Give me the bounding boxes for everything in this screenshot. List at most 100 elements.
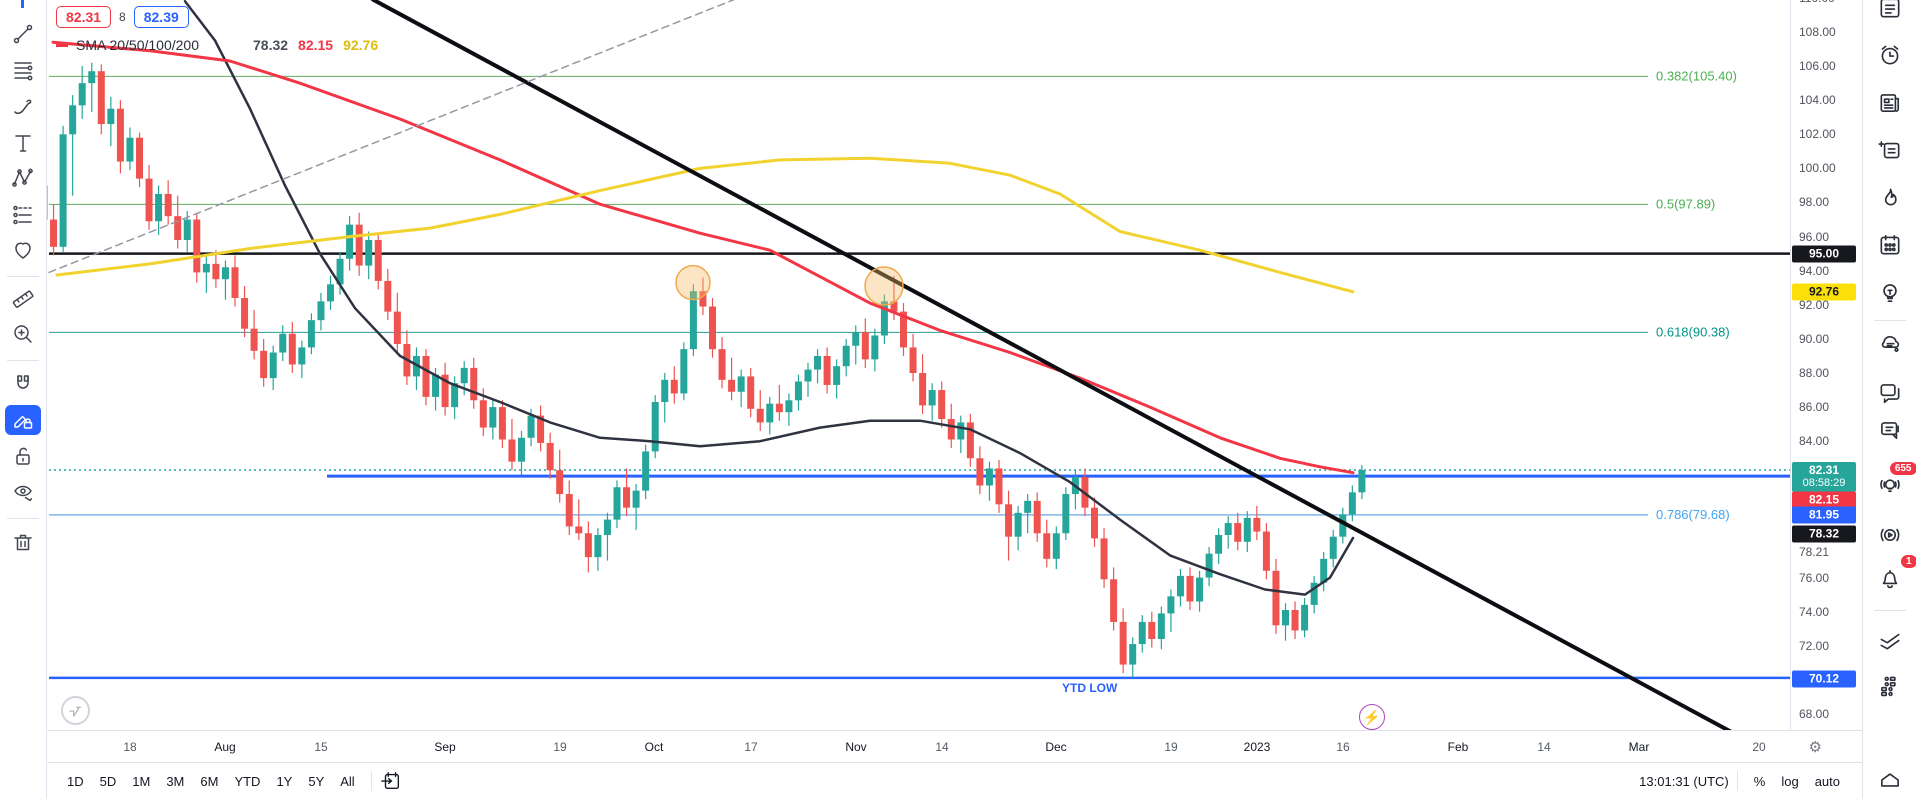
gear-icon[interactable]: ⚙ [1808,738,1822,756]
measure-button[interactable] [5,284,41,314]
candle-body [221,267,229,280]
candle-body [689,291,697,350]
calendar-button[interactable] [1871,226,1909,264]
data-window-button[interactable] [1871,666,1909,704]
time-axis[interactable]: ⚙ 18 Aug 15 Sep 19 Oct 17 Nov 14 Dec 19 2023 16 Feb 14… [0,730,1862,762]
candle-body [164,193,172,217]
hide-drawings-button[interactable] [5,478,41,508]
price-axis[interactable]: 110.00 108.00 106.00 104.00 102.00 100.00 98.0… [1790,0,1862,730]
range-button-1Y[interactable]: 1Y [276,773,293,789]
range-button-All[interactable]: All [340,773,355,789]
magnet-icon [11,372,35,396]
candle-body [183,219,191,241]
price-tick: 72.00 [1799,639,1830,653]
conversation-button[interactable] [1871,411,1909,449]
community-streams-button[interactable]: 655 [1871,462,1916,504]
candle-body [88,71,96,84]
sma-value: 92.76 [343,37,379,53]
buy-price-button[interactable]: 82.39 [133,6,189,28]
price-tick: 68.00 [1799,707,1830,721]
candle-body [317,301,325,321]
xabcd-pattern-button[interactable] [5,163,41,193]
candle-body [613,487,621,520]
emoji-button[interactable] [5,235,41,265]
descending-trendline[interactable] [371,0,1755,730]
candle-body [1033,500,1041,534]
magnet-button[interactable] [5,369,41,399]
flash-boost-button[interactable]: ⚡ [1359,704,1385,730]
hotlists-button[interactable] [1871,179,1909,217]
range-button-3M[interactable]: 3M [166,773,185,789]
clock-utc[interactable]: 13:01:31 (UTC) [1639,773,1729,789]
sma-line-sma20[interactable] [183,0,1355,596]
candle-body [1043,533,1051,559]
drawing-lock-button[interactable] [5,405,41,435]
auto-scale-button[interactable]: auto [1814,773,1840,789]
price-tick: 110.00 [1799,0,1835,5]
candle-body [241,297,249,329]
watchlist-button[interactable] [1871,0,1909,27]
brush-icon [11,95,35,119]
candlestick-chart[interactable]: 0.382(105.40) 0.5(97.89) 0.618(90.38) 0.786… [0,0,1790,730]
chat-button[interactable] [1871,373,1909,411]
candle-body [546,442,554,471]
log-scale-button[interactable]: log [1781,773,1799,789]
highlight-circle[interactable] [864,266,904,306]
range-button-5D[interactable]: 5D [99,773,117,789]
highlight-circle[interactable] [675,264,711,301]
candle-body [336,258,344,285]
candle-body [1176,575,1184,597]
sma-indicator-label[interactable]: SMA 20/50/100/200 [76,37,199,53]
time-tick: 14 [1537,739,1551,754]
long-position-button[interactable] [5,200,41,230]
zoom-in-button[interactable] [5,319,41,349]
ideas-button[interactable] [1871,274,1909,312]
time-tick: Nov [845,739,867,754]
sma-line-sma50[interactable] [51,40,1355,475]
fib-retracement-button[interactable] [5,55,41,85]
sma-line-sma200[interactable] [55,156,1355,294]
toolbar-divider [1736,771,1738,791]
price-label-95.00: 95.00 [1792,245,1856,263]
trend-line-button[interactable] [5,19,41,49]
ytd-low-label[interactable]: YTD LOW [1062,681,1118,695]
sell-price-button[interactable]: 82.31 [56,6,112,28]
time-tick: 14 [935,739,949,754]
range-button-1D[interactable]: 1D [67,773,84,789]
alerts-button[interactable] [1871,36,1909,74]
percent-scale-button[interactable]: % [1753,773,1766,789]
price-tick: 98.00 [1799,195,1830,209]
data-window-icon [1877,672,1903,698]
time-tick: Oct [644,739,664,754]
notes-button[interactable] [1871,131,1909,169]
brush-button[interactable] [5,92,41,122]
text-tool-button[interactable] [5,128,41,158]
range-button-YTD[interactable]: YTD [234,773,261,789]
lightning-icon: ⚡ [1363,708,1381,725]
screener-button[interactable] [1871,621,1909,659]
remove-objects-button[interactable] [5,527,41,557]
chart-plot-area[interactable]: 0.382(105.40) 0.5(97.89) 0.618(90.38) 0.786… [0,0,1790,730]
candle-body [642,451,650,491]
live-streams-button[interactable] [1871,516,1909,554]
object-tree-button[interactable] [1871,761,1909,799]
candle-body [460,367,468,384]
ascending-dashed-trendline[interactable] [48,0,735,274]
candle-body [670,379,678,394]
lock-all-button[interactable] [5,441,41,471]
go-to-date-button[interactable] [380,770,402,792]
news-button[interactable] [1871,84,1909,122]
conversation-icon [1877,417,1903,443]
candle-body [775,403,783,413]
candle-body [728,379,736,392]
range-button-6M[interactable]: 6M [200,773,219,789]
minds-button[interactable] [1871,326,1909,364]
sma-color-key [56,43,68,47]
range-button-5Y[interactable]: 5Y [308,773,325,789]
tradingview-logo [61,696,90,725]
cursor-icon[interactable] [21,0,24,8]
sidebar-divider [1874,610,1906,611]
candle-body [1234,523,1242,542]
range-button-1M[interactable]: 1M [132,773,151,789]
notifications-button[interactable]: 1 [1871,555,1916,597]
